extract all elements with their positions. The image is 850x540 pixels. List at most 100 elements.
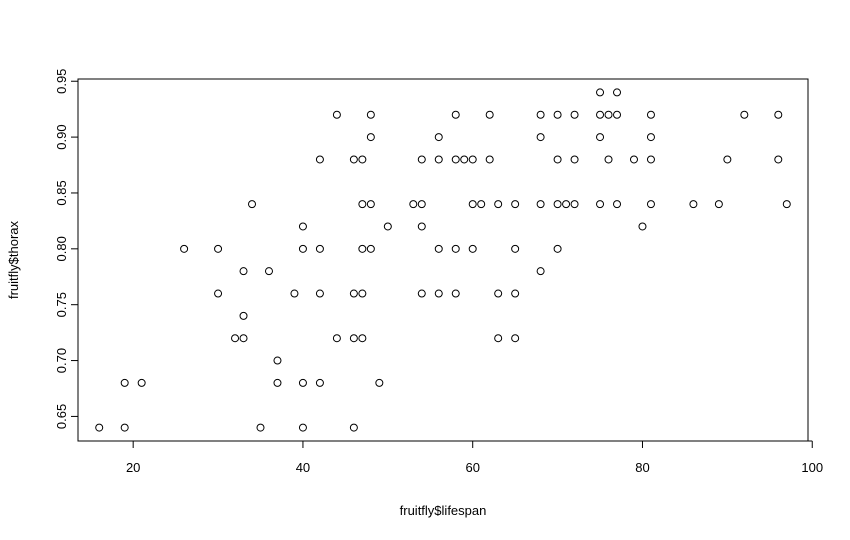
x-axis: 20 40 60 80 100 [126, 440, 823, 475]
data-point [256, 423, 265, 432]
data-point [298, 244, 307, 253]
data-point [434, 133, 443, 142]
data-point [782, 200, 791, 209]
data-point [596, 133, 605, 142]
data-point [273, 356, 282, 365]
data-point [383, 222, 392, 231]
x-axis-label: fruitfly$lifespan [400, 503, 487, 518]
data-point [137, 378, 146, 387]
data-point [511, 244, 520, 253]
data-point [774, 110, 783, 119]
data-point [468, 244, 477, 253]
data-point [366, 200, 375, 209]
data-point [434, 244, 443, 253]
data-point [349, 334, 358, 343]
data-point [349, 423, 358, 432]
data-point [298, 222, 307, 231]
data-point [468, 200, 477, 209]
data-point [366, 244, 375, 253]
y-axis: 0.65 0.70 0.75 0.80 0.85 0.90 0.95 [54, 69, 79, 429]
data-point [248, 200, 257, 209]
data-point [451, 155, 460, 164]
data-point [468, 155, 477, 164]
data-point [315, 155, 324, 164]
data-point [214, 244, 223, 253]
data-point [417, 289, 426, 298]
data-point [562, 200, 571, 209]
data-point [239, 267, 248, 276]
data-point [689, 200, 698, 209]
data-point [596, 200, 605, 209]
data-point [273, 378, 282, 387]
data-point [460, 155, 469, 164]
data-point [358, 155, 367, 164]
data-point [417, 222, 426, 231]
data-point [494, 200, 503, 209]
data-point [570, 155, 579, 164]
x-tick-label: 100 [801, 460, 823, 475]
data-point [511, 289, 520, 298]
x-tick-label: 80 [635, 460, 649, 475]
y-tick-label: 0.80 [54, 236, 69, 261]
x-tick-label: 20 [126, 460, 140, 475]
y-tick-label: 0.65 [54, 404, 69, 429]
data-point [740, 110, 749, 119]
data-point [553, 155, 562, 164]
data-point [358, 289, 367, 298]
data-point [366, 133, 375, 142]
data-point [290, 289, 299, 298]
data-point [214, 289, 223, 298]
data-point [613, 110, 622, 119]
data-point [120, 423, 129, 432]
data-point [774, 155, 783, 164]
data-point [613, 88, 622, 97]
data-point [95, 423, 104, 432]
data-point [332, 110, 341, 119]
data-point [494, 289, 503, 298]
y-tick-label: 0.95 [54, 69, 69, 94]
data-point [485, 110, 494, 119]
data-point [596, 88, 605, 97]
data-point [494, 334, 503, 343]
data-point [536, 133, 545, 142]
data-point [358, 200, 367, 209]
y-tick-label: 0.70 [54, 348, 69, 373]
data-point [358, 334, 367, 343]
data-point [536, 200, 545, 209]
data-point [570, 200, 579, 209]
data-point [349, 155, 358, 164]
data-point [723, 155, 732, 164]
data-point [417, 200, 426, 209]
y-tick-label: 0.85 [54, 180, 69, 205]
data-point [613, 200, 622, 209]
data-point [239, 334, 248, 343]
y-tick-label: 0.75 [54, 292, 69, 317]
data-point [570, 110, 579, 119]
data-point [315, 244, 324, 253]
x-tick-label: 60 [465, 460, 479, 475]
data-point [349, 289, 358, 298]
data-point [553, 200, 562, 209]
data-point [485, 155, 494, 164]
data-point [714, 200, 723, 209]
data-point [646, 200, 655, 209]
data-point [451, 289, 460, 298]
data-point [536, 267, 545, 276]
y-axis-label: fruitfly$thorax [6, 220, 21, 299]
data-point [511, 334, 520, 343]
data-point [511, 200, 520, 209]
data-point [409, 200, 418, 209]
data-point [604, 155, 613, 164]
data-point [604, 110, 613, 119]
data-point [646, 110, 655, 119]
data-points [95, 88, 791, 432]
data-point [451, 244, 460, 253]
data-point [629, 155, 638, 164]
data-point [375, 378, 384, 387]
plot-frame [77, 78, 809, 442]
data-point [553, 110, 562, 119]
data-point [646, 155, 655, 164]
data-point [434, 155, 443, 164]
data-point [315, 289, 324, 298]
